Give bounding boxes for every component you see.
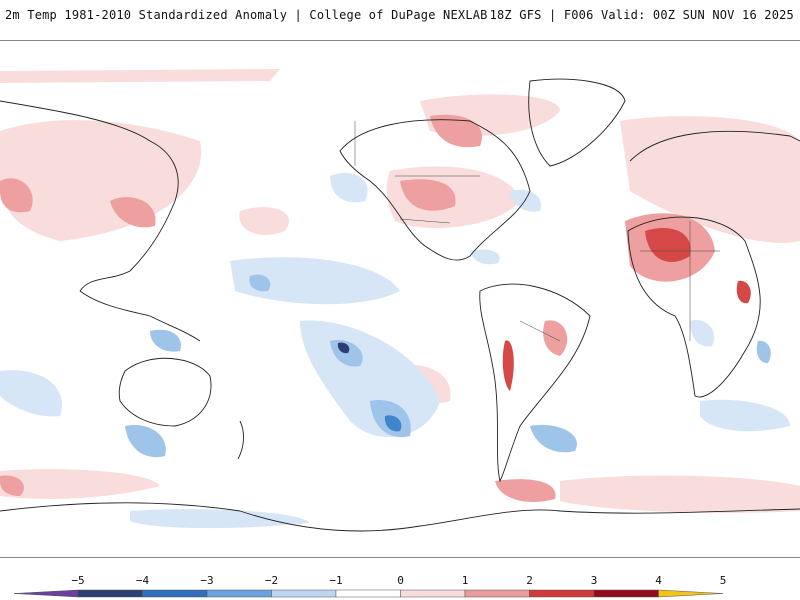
warm-anomaly-china [110,197,156,228]
colorbar-tick-label: −3 [200,574,213,587]
colorbar-tick-label: 4 [655,574,662,587]
cold-anomaly-madagascar [756,340,771,364]
warm-anomalies [0,69,800,513]
colorbar-tick-label: 0 [397,574,404,587]
cold-anomaly-africa-south [690,320,715,347]
colorbar-tick-label: 1 [462,574,469,587]
coast-africa [627,216,761,398]
colorbar-bin-0 [13,589,79,598]
cold-anomaly-south-pacific [300,320,440,438]
cold-anomaly-south-pacific-core [337,342,350,354]
colorbar-tick-label: 5 [720,574,727,587]
colorbar-bin-6 [400,589,466,598]
warm-anomaly-antarctic-3 [560,475,800,513]
colorbar-bin-5 [335,589,401,598]
cold-anomaly-tasman [125,425,166,458]
warm-anomaly-asia [0,178,33,213]
coast-greenland [528,78,626,167]
border-us-mexico [399,218,451,224]
borders [354,121,720,342]
warm-anomaly-sahara-core [645,228,691,263]
colorbar: −5 −4 −3 −2 −1 0 1 2 3 4 5 [0,560,800,600]
cold-anomaly-south-atlantic [530,424,577,453]
cold-anomaly-alaska-sea [330,172,368,203]
colorbar-tick-label: −5 [71,574,84,587]
cold-anomaly-antarctic [130,509,310,529]
anomaly-map[interactable] [0,40,800,558]
colorbar-bin-7 [464,589,530,598]
cold-anomalies [0,172,790,529]
model-run-label: 18Z GFS | F006 Valid: 00Z SUN NOV 16 202… [489,8,794,22]
warm-anomaly-siberia [0,120,202,241]
colorbar-bin-9 [593,589,659,598]
cold-anomaly-south-pacific-3 [384,415,402,432]
warm-anomaly-antarctic-core [0,475,24,496]
coastlines [0,78,800,532]
coast-eurasia-east [0,100,179,292]
coast-south-america [479,283,591,483]
cold-anomaly-pacific-mid [249,274,271,292]
warm-anomaly-andes [502,340,514,391]
map-title: 2m Temp 1981-2010 Standardized Anomaly |… [5,8,488,22]
colorbar-tick-label: 3 [591,574,598,587]
cold-anomaly-tropical-pacific [230,257,400,305]
coast-antarctica [0,502,800,532]
coast-north-america [339,119,531,261]
cold-anomaly-australia [150,329,181,352]
colorbar-bin-2 [142,589,208,598]
warm-anomaly-antarctic-2 [495,479,556,502]
coast-australia [118,357,212,427]
warm-anomaly-canada [430,114,482,148]
colorbar-tick-label: −4 [136,574,150,587]
map-header: 2m Temp 1981-2010 Standardized Anomaly |… [0,0,800,36]
warm-anomaly-antarctic [0,469,160,499]
colorbar-bin-4 [271,589,337,598]
cold-anomaly-indian-ocean [0,370,62,417]
cold-anomaly-south-indian [700,399,790,432]
warm-anomaly-east-africa [736,280,751,304]
colorbar-tick-label: 2 [526,574,533,587]
warm-anomaly-arctic [0,69,280,83]
colorbar-tick-label: −1 [329,574,342,587]
coast-new-zealand [237,420,244,460]
colorbar-tick-label: −2 [265,574,278,587]
warm-anomaly-brazil [543,320,568,356]
cold-anomaly-north-atlantic [510,189,541,212]
map-canvas [0,69,800,532]
warm-anomaly-pacific [239,207,289,235]
cold-anomaly-caribbean [470,249,500,265]
warm-anomaly-europe [620,116,800,243]
coast-eurasia-west [629,130,800,162]
colorbar-bin-10 [658,589,724,598]
coast-southeast-asia [79,290,201,342]
colorbar-canvas: −5 −4 −3 −2 −1 0 1 2 3 4 5 [13,574,727,598]
colorbar-bin-1 [77,589,143,598]
border-south-america [519,320,561,342]
colorbar-bin-8 [529,589,595,598]
warm-anomaly-usa-core [400,179,456,211]
colorbar-bin-3 [206,589,272,598]
